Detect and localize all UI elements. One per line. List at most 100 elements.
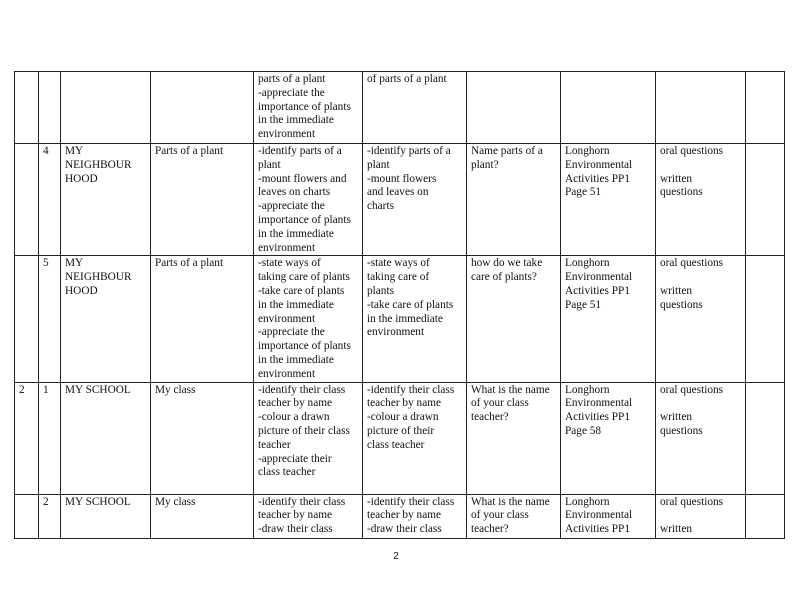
resources-cell: Longhorn Environmental Activities PP1 Page … (560, 381, 656, 495)
cell-line: importance of plants (258, 100, 351, 113)
activities-cell: -identify parts of a plant -mount flowers a… (362, 142, 467, 257)
cell-line: MY (65, 145, 84, 157)
cell-line: -state ways of (258, 257, 321, 270)
week-cell (14, 255, 39, 383)
cell-line: Name parts of a (471, 145, 543, 157)
strand-cell: MY NEIGHBOUR HOOD (60, 142, 151, 257)
cell-line: class teacher (258, 466, 316, 479)
inquiry-question-cell: What is the name of your class teacher? (466, 493, 561, 539)
cell-line: -identify their class (367, 383, 455, 396)
strand-cell: MY SCHOOL (60, 493, 151, 539)
cell-line: Longhorn (565, 495, 610, 508)
cell-line: Page 51 (565, 298, 602, 311)
cell-line: What is the name (471, 495, 550, 508)
cell-line (660, 509, 741, 523)
cell-line: oral questions (660, 495, 724, 508)
cell-line: NEIGHBOUR (65, 158, 132, 171)
cell-line: charts (367, 200, 394, 213)
cell-line: how do we take (471, 257, 543, 270)
cell-line: written (660, 411, 692, 424)
assessment-cell: oral questions written questions (655, 142, 746, 257)
lesson-cell: 2 (38, 493, 61, 539)
cell-line: -mount flowers and (258, 172, 347, 185)
cell-line: leaves on charts (258, 186, 331, 199)
cell-line: -appreciate the (258, 326, 325, 339)
cell-line: in the immediate (367, 312, 443, 325)
table-row: 2 MY SCHOOL My class -identify their class t… (14, 493, 785, 539)
resources-cell: Longhorn Environmental Activities PP1 Page … (560, 142, 656, 257)
outcomes-cell: -identify their class teacher by name -col… (253, 381, 363, 495)
week-cell (14, 493, 39, 539)
cell-line: MY SCHOOL (65, 383, 131, 396)
outcomes-cell: -identify their class teacher by name -dra… (253, 493, 363, 539)
cell-line: Activities PP1 (565, 411, 630, 424)
remarks-cell (745, 381, 785, 495)
resources-cell: Longhorn Environmental Activities PP1 (560, 493, 656, 539)
remarks-cell (745, 142, 785, 257)
table-row: 2 1 MY SCHOOL My class -identify their class… (14, 381, 785, 495)
cell-line: plant (367, 158, 390, 171)
sub-strand-cell: Parts of a plant (150, 142, 254, 257)
cell-line: in the immediate (258, 298, 334, 311)
cell-line: Environmental (565, 158, 633, 171)
cell-line (660, 271, 741, 285)
cell-line: of your class (471, 397, 529, 410)
strand-cell: MY NEIGHBOUR HOOD (60, 255, 151, 383)
lesson-cell (38, 71, 61, 144)
cell-line: HOOD (65, 172, 98, 185)
cell-line: -colour a drawn (258, 411, 330, 424)
cell-line: Activities PP1 (565, 172, 630, 185)
cell-line: -appreciate the (258, 86, 325, 99)
cell-line: importance of plants (258, 340, 351, 353)
cell-line: picture of their (367, 424, 435, 437)
week-cell: 2 (14, 381, 39, 495)
remarks-cell (745, 493, 785, 539)
cell-line: care of plants? (471, 271, 537, 284)
cell-line: -take care of plants (367, 298, 454, 311)
table-row: parts of a plant -appreciate the importanc… (14, 71, 785, 144)
cell-line (660, 397, 741, 411)
assessment-cell: oral questions written questions (655, 381, 746, 495)
cell-line: oral questions (660, 257, 724, 270)
cell-line: Page 58 (565, 424, 602, 437)
cell-line: -appreciate their (258, 452, 332, 465)
lesson-cell: 4 (38, 142, 61, 257)
cell-line: of parts of a plant (367, 73, 447, 85)
cell-line: oral questions (660, 383, 724, 396)
cell-line: of your class (471, 509, 529, 522)
cell-line: Activities PP1 (565, 523, 630, 536)
cell-line: -appreciate the (258, 200, 325, 213)
strand-cell (60, 71, 151, 144)
sub-strand-cell: Parts of a plant (150, 255, 254, 383)
cell-line: -mount flowers (367, 172, 437, 185)
resources-cell: Longhorn Environmental Activities PP1 Page … (560, 255, 656, 383)
remarks-cell (745, 71, 785, 144)
scheme-of-work-table: parts of a plant -appreciate the importanc… (14, 71, 785, 539)
cell-line: Environmental (565, 509, 633, 522)
cell-line: questions (660, 298, 703, 311)
cell-line: plant (258, 158, 281, 171)
lesson-cell: 5 (38, 255, 61, 383)
cell-line: questions (660, 186, 703, 199)
sub-strand-cell: My class (150, 493, 254, 539)
lesson-cell: 1 (38, 381, 61, 495)
cell-line: importance of plants (258, 213, 351, 226)
cell-line: teacher? (471, 411, 509, 424)
activities-cell: -state ways of taking care of plants -take … (362, 255, 467, 383)
cell-line: -identify their class (367, 495, 455, 508)
cell-line: teacher? (471, 523, 509, 536)
cell-line: questions (660, 424, 703, 437)
sub-strand-cell: My class (150, 381, 254, 495)
cell-line: -state ways of (367, 257, 430, 270)
inquiry-question-cell: Name parts of a plant? (466, 142, 561, 257)
cell-line: plant? (471, 158, 499, 171)
cell-line: and leaves on (367, 186, 429, 199)
activities-cell: -identify their class teacher by name -dra… (362, 493, 467, 539)
cell-line: class teacher (367, 438, 425, 451)
inquiry-question-cell: What is the name of your class teacher? (466, 381, 561, 495)
cell-line: environment (367, 326, 425, 339)
cell-line: parts of a plant (258, 73, 326, 85)
cell-line: taking care of plants (258, 271, 350, 284)
cell-line: Page 51 (565, 186, 602, 199)
week-cell (14, 142, 39, 257)
